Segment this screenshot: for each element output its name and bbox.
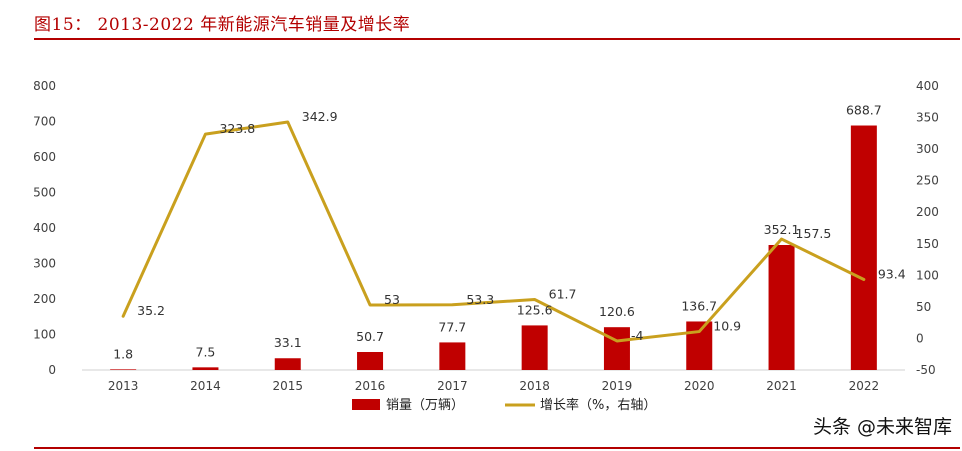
x-tick-label: 2021 bbox=[766, 379, 797, 393]
growth-value-label: 10.9 bbox=[713, 319, 741, 334]
left-tick-label: 700 bbox=[33, 115, 56, 129]
x-tick-label: 2019 bbox=[602, 379, 633, 393]
growth-value-label: 53 bbox=[384, 292, 400, 307]
right-tick-label: 150 bbox=[916, 237, 939, 251]
figure-title: 图15： 2013-2022 年新能源汽车销量及增长率 bbox=[34, 15, 411, 35]
x-tick-label: 2014 bbox=[190, 379, 221, 393]
right-tick-label: -50 bbox=[916, 363, 936, 377]
growth-value-label: 323.8 bbox=[219, 121, 255, 136]
bar-2014 bbox=[192, 367, 219, 370]
bar-2013 bbox=[110, 369, 137, 370]
bar-value-label: 352.1 bbox=[764, 222, 800, 237]
x-tick-label: 2018 bbox=[519, 379, 550, 393]
bar-value-label: 1.8 bbox=[113, 346, 133, 361]
right-tick-label: 100 bbox=[916, 268, 939, 282]
left-tick-label: 200 bbox=[33, 292, 56, 306]
x-tick-label: 2022 bbox=[849, 379, 880, 393]
growth-value-label: 93.4 bbox=[878, 266, 906, 281]
data-labels: 1.8 7.5 33.1 50.7 77.7 125.6 120.6 136.7 352.1 68… bbox=[113, 103, 906, 362]
bar-value-label: 125.6 bbox=[517, 302, 553, 317]
bar-2020 bbox=[686, 321, 713, 370]
bottom-rule bbox=[34, 447, 960, 449]
left-tick-label: 800 bbox=[33, 79, 56, 93]
top-rule bbox=[34, 38, 960, 40]
x-tick-label: 2015 bbox=[272, 379, 303, 393]
left-tick-label: 500 bbox=[33, 186, 56, 200]
x-tick-label: 2013 bbox=[108, 379, 139, 393]
watermark: 头条 @未来智库 bbox=[812, 416, 952, 438]
bar-value-label: 136.7 bbox=[681, 298, 717, 313]
left-axis: 0 100 200 300 400 500 600 700 800 bbox=[33, 79, 56, 377]
line-series bbox=[121, 120, 866, 343]
left-tick-label: 300 bbox=[33, 257, 56, 271]
x-axis: 2013 2014 2015 2016 2017 2018 2019 2020 2021 2022 bbox=[82, 369, 905, 393]
bar-2022 bbox=[850, 125, 877, 370]
bar-2021 bbox=[768, 245, 795, 370]
left-tick-label: 100 bbox=[33, 328, 56, 342]
x-tick-label: 2017 bbox=[437, 379, 468, 393]
growth-value-label: 342.9 bbox=[302, 109, 338, 124]
bar-value-label: 688.7 bbox=[846, 103, 882, 118]
x-tick-label: 2016 bbox=[355, 379, 386, 393]
legend-bar-label: 销量（万辆） bbox=[386, 398, 464, 413]
legend: 销量（万辆） 增长率（%，右轴） bbox=[352, 397, 656, 413]
bar-value-label: 50.7 bbox=[356, 329, 384, 344]
bar-value-label: 33.1 bbox=[274, 335, 302, 350]
right-tick-label: 0 bbox=[916, 331, 924, 345]
legend-line-label: 增长率（%，右轴） bbox=[540, 397, 656, 413]
bar-2016 bbox=[357, 352, 384, 370]
growth-value-label: 53.3 bbox=[466, 292, 494, 307]
left-tick-label: 400 bbox=[33, 221, 56, 235]
growth-line bbox=[121, 120, 866, 343]
bar-2019 bbox=[603, 327, 630, 370]
right-tick-label: 200 bbox=[916, 205, 939, 219]
right-tick-label: 350 bbox=[916, 111, 939, 125]
growth-value-label: 35.2 bbox=[137, 303, 165, 318]
bar-2017 bbox=[439, 342, 466, 370]
legend-bar-swatch bbox=[352, 399, 380, 410]
growth-value-label: -4 bbox=[631, 328, 644, 343]
bar-value-label: 77.7 bbox=[438, 319, 466, 334]
right-axis: -50 0 50 100 150 200 250 300 350 400 bbox=[916, 79, 939, 377]
bar-2018 bbox=[521, 325, 548, 370]
bar-value-label: 7.5 bbox=[196, 344, 216, 359]
left-tick-label: 600 bbox=[33, 150, 56, 164]
bar-value-label: 120.6 bbox=[599, 304, 635, 319]
growth-value-label: 61.7 bbox=[549, 287, 577, 302]
bar-series bbox=[110, 125, 877, 370]
growth-value-label: 157.5 bbox=[796, 226, 832, 241]
right-tick-label: 250 bbox=[916, 174, 939, 188]
bar-2015 bbox=[274, 358, 301, 370]
right-tick-label: 400 bbox=[916, 79, 939, 93]
right-tick-label: 50 bbox=[916, 300, 931, 314]
left-tick-label: 0 bbox=[48, 363, 56, 377]
right-tick-label: 300 bbox=[916, 142, 939, 156]
figure-header: 图15： 2013-2022 年新能源汽车销量及增长率 bbox=[0, 0, 962, 38]
x-tick-label: 2020 bbox=[684, 379, 715, 393]
